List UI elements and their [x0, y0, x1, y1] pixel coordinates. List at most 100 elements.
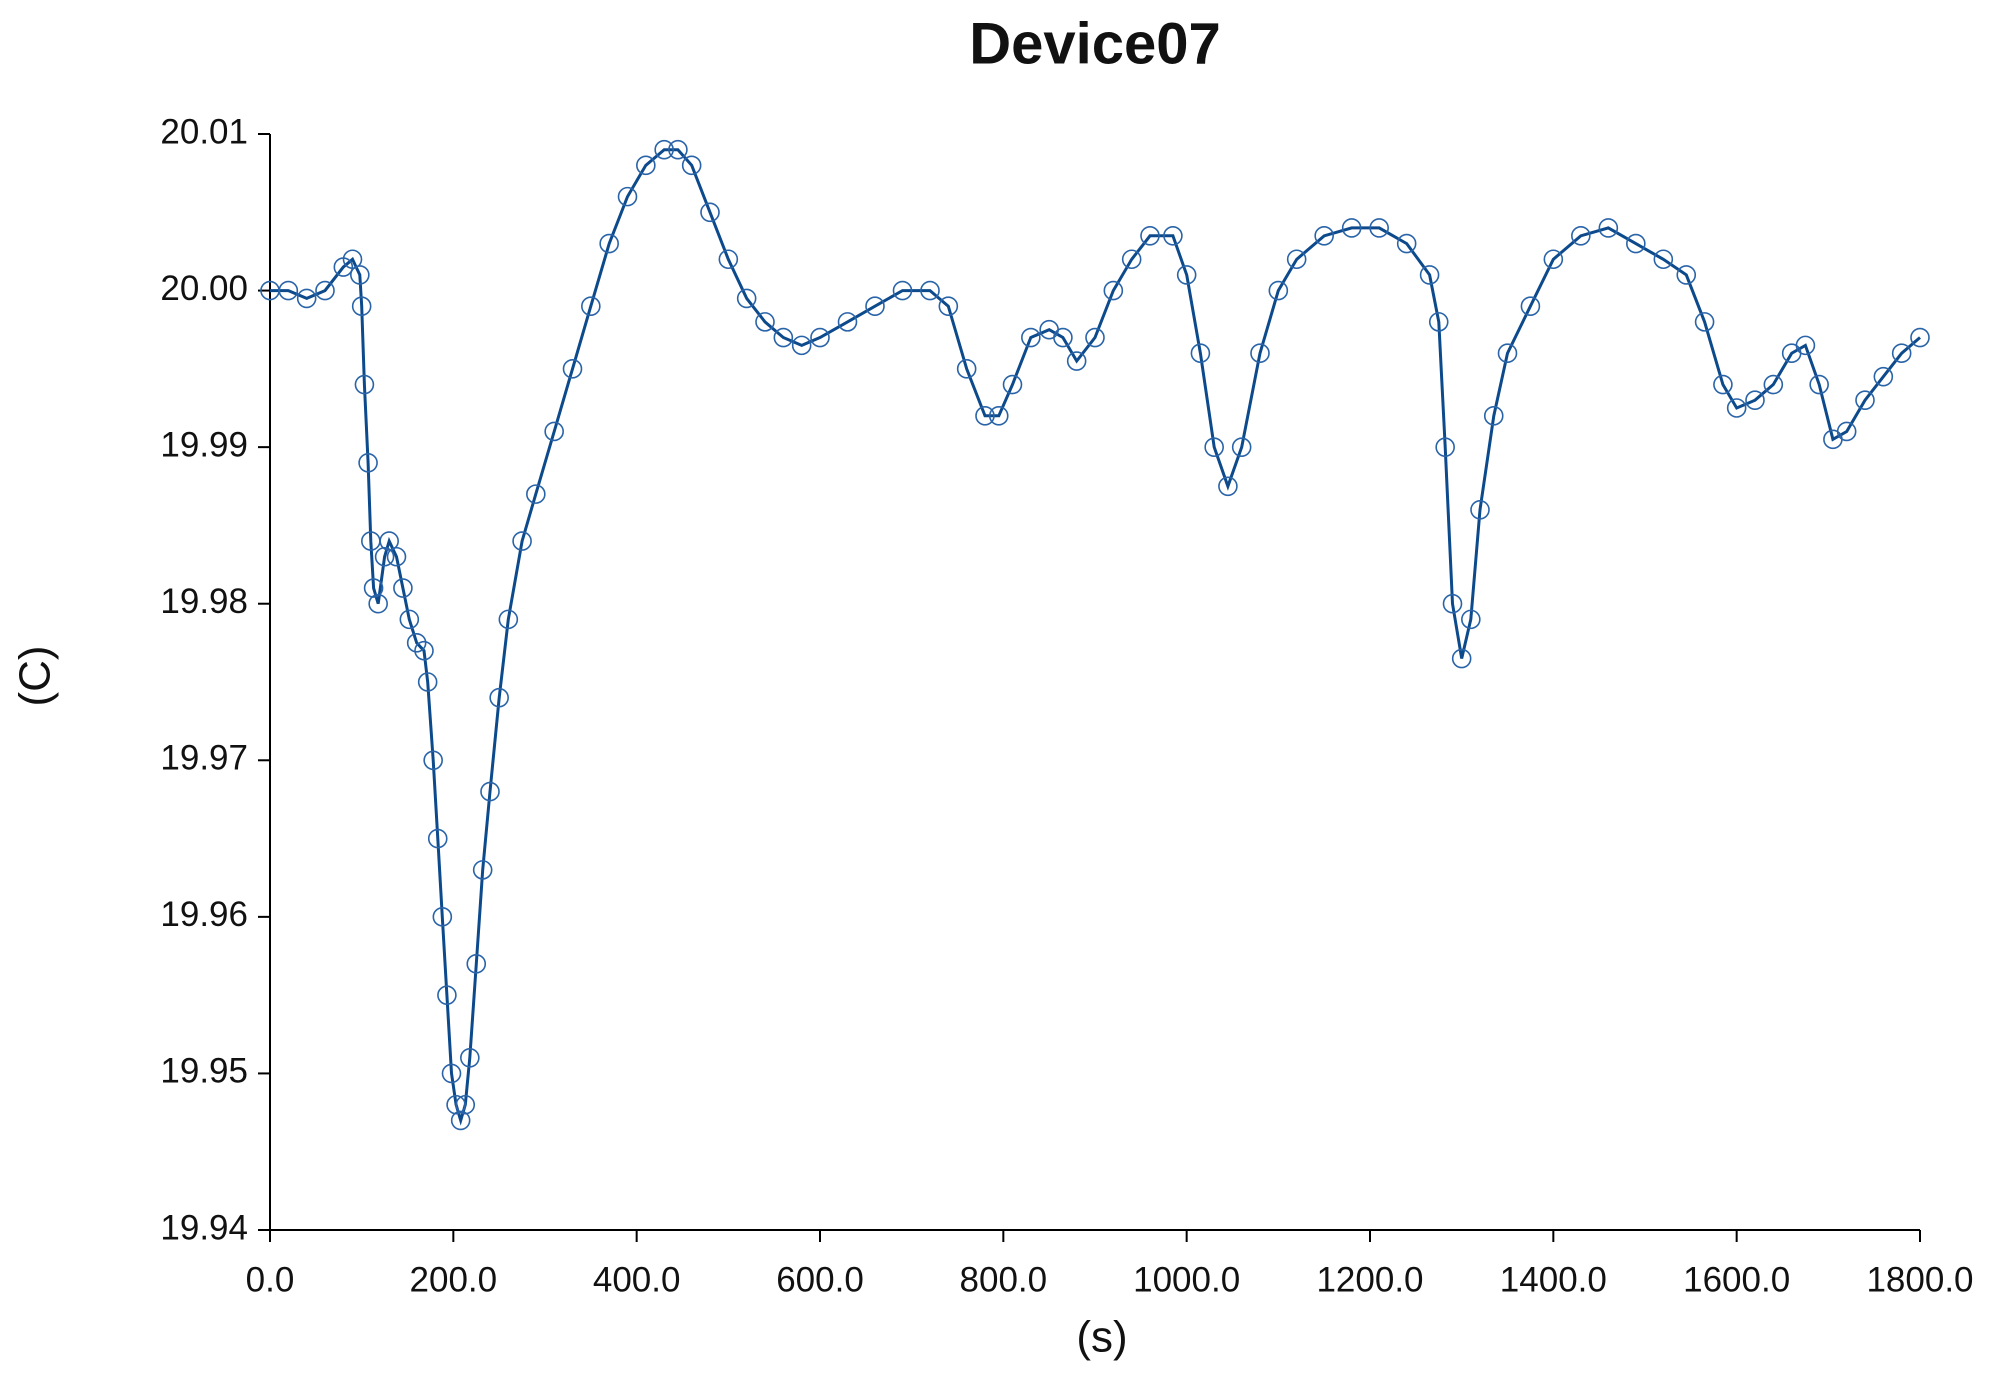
y-tick-label: 19.99 [160, 425, 248, 464]
data-point [1085, 327, 1105, 348]
y-tick-label: 20.00 [160, 269, 248, 308]
data-point [617, 186, 638, 207]
data-point [636, 155, 656, 176]
data-point [892, 280, 913, 301]
data-point [1726, 398, 1747, 418]
data-point [406, 633, 427, 653]
data-point [1694, 312, 1715, 332]
data-point [1910, 327, 1930, 348]
data-point [736, 288, 757, 309]
data-point [472, 860, 493, 880]
y-tick-label: 19.96 [160, 895, 248, 934]
x-axis-label: (s) [1076, 1313, 1127, 1362]
data-point [1497, 343, 1518, 364]
data-point [938, 296, 959, 317]
data-point [351, 296, 372, 317]
data-point [386, 546, 407, 567]
data-point [480, 781, 500, 802]
data-point [1314, 225, 1334, 246]
data-point [446, 1094, 466, 1115]
data-point [1891, 343, 1912, 364]
data-point [562, 359, 583, 379]
data-point [1002, 374, 1023, 395]
y-tick-label: 19.98 [160, 582, 248, 621]
data-point [1598, 218, 1619, 238]
data-point [441, 1063, 462, 1084]
data-point [1795, 335, 1816, 356]
data-point [1218, 476, 1238, 497]
data-point [1103, 280, 1124, 301]
data-point [1286, 249, 1307, 270]
data-point [1066, 351, 1087, 371]
data-point [1435, 437, 1455, 457]
data-point [544, 421, 564, 442]
data-point [1419, 265, 1440, 285]
data-point [278, 280, 299, 301]
x-tick-label: 1000.0 [1133, 1260, 1240, 1299]
data-point [920, 280, 940, 301]
y-tick-label: 20.01 [160, 112, 248, 151]
x-tick-label: 0.0 [246, 1260, 295, 1299]
data-point [1428, 312, 1449, 332]
data-point [975, 406, 995, 426]
data-point [1369, 218, 1389, 238]
data-point [417, 672, 438, 692]
data-point [379, 531, 399, 551]
data-point [1442, 593, 1463, 614]
data-point [423, 750, 443, 771]
x-tick-label: 800.0 [960, 1260, 1048, 1299]
data-point [350, 265, 370, 285]
data-point [1483, 406, 1504, 426]
data-point [1745, 390, 1765, 410]
data-point [1676, 265, 1697, 285]
data-point [399, 609, 420, 630]
data-point [455, 1094, 476, 1115]
data-point [450, 1110, 471, 1131]
data-point [1653, 249, 1674, 270]
data-point [489, 687, 509, 708]
data-point [1204, 437, 1224, 457]
data-point [581, 296, 601, 317]
data-point [1855, 390, 1875, 410]
data-point [1176, 265, 1197, 285]
x-tick-label: 1800.0 [1866, 1260, 1973, 1299]
data-point [865, 296, 885, 317]
x-tick-label: 400.0 [593, 1260, 681, 1299]
data-point [414, 640, 434, 661]
data-point [1140, 225, 1160, 246]
data-point [460, 1047, 480, 1068]
data-point [427, 828, 448, 849]
data-point [354, 374, 375, 395]
data-point [837, 312, 858, 332]
data-point [755, 312, 775, 332]
data-point [1451, 648, 1472, 669]
data-point [526, 484, 546, 504]
data-point [1461, 609, 1481, 630]
data-point [1121, 249, 1142, 270]
data-point [432, 907, 453, 927]
data-point [1341, 218, 1362, 238]
chart-title: Device07 [969, 11, 1221, 76]
data-point [342, 249, 363, 270]
data-point [1571, 225, 1591, 246]
data-point [773, 327, 794, 348]
data-point [681, 155, 702, 176]
data-point [437, 985, 457, 1005]
data-point [358, 452, 378, 473]
data-point [498, 609, 519, 630]
x-tick-label: 200.0 [410, 1260, 498, 1299]
data-point [988, 406, 1009, 426]
x-tick-label: 600.0 [776, 1260, 864, 1299]
data-point [1713, 374, 1733, 395]
x-tick-label: 1200.0 [1316, 1260, 1423, 1299]
data-point [1809, 374, 1829, 395]
y-tick-label: 19.97 [160, 739, 248, 778]
data-point [1190, 343, 1211, 364]
data-point [1231, 437, 1252, 457]
data-point [1543, 249, 1564, 270]
data-point [718, 249, 739, 270]
data-point [791, 335, 812, 356]
data-point [599, 233, 619, 254]
data-point [368, 593, 388, 614]
